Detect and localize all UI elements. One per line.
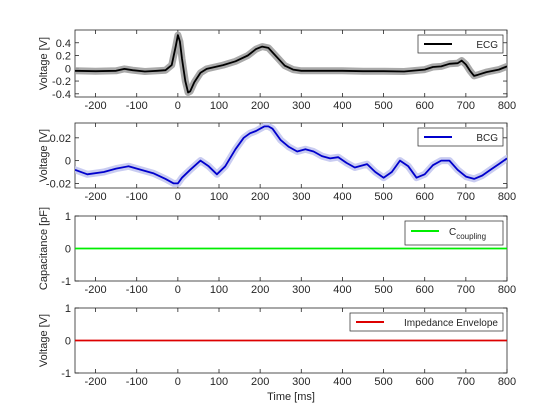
x-tick-label: -200 <box>85 376 107 388</box>
y-tick-label: 0 <box>65 156 71 168</box>
y-tick-label: 0 <box>65 63 71 75</box>
x-tick-label: -100 <box>126 191 148 203</box>
y-tick-label: -1 <box>61 276 71 288</box>
x-tick-label: -100 <box>126 284 148 296</box>
x-tick-label: 300 <box>292 284 310 296</box>
y-tick-label: -0.2 <box>52 76 71 88</box>
x-tick-label: 500 <box>374 284 392 296</box>
x-tick-label: 400 <box>333 191 351 203</box>
x-tick-label: 0 <box>175 100 181 112</box>
x-tick-label: -200 <box>85 100 107 112</box>
x-tick-label: 200 <box>251 100 269 112</box>
x-tick-label: 200 <box>251 376 269 388</box>
x-tick-label: 100 <box>210 376 228 388</box>
x-tick-label: 0 <box>175 191 181 203</box>
chart-panel-4: -200 -100 0 100 200 300 400 500 600 700 800 -1 0 1 Vol… <box>38 303 516 403</box>
x-tick-label: 600 <box>416 284 434 296</box>
y-axis-label: Voltage [V] <box>38 129 50 182</box>
y-axis-label: Capacitance [pF] <box>38 207 50 290</box>
legend-box <box>417 34 504 54</box>
y-axis-label: Voltage [V] <box>38 37 50 90</box>
x-tick-label: -100 <box>126 376 148 388</box>
chart-panel-3: -200 -100 0 100 200 300 400 500 600 700 800 -1 0 1 Cap… <box>38 207 516 296</box>
x-tick-label: 600 <box>416 191 434 203</box>
x-tick-label: 0 <box>175 284 181 296</box>
y-tick-label: 0.02 <box>50 133 71 145</box>
legend-label: BCG <box>476 133 498 144</box>
x-tick-label: 500 <box>374 191 392 203</box>
y-tick-label: 1 <box>65 303 71 315</box>
x-tick-label: 100 <box>210 284 228 296</box>
x-tick-label: -200 <box>85 191 107 203</box>
x-tick-label: 400 <box>333 284 351 296</box>
x-tick-label: 600 <box>416 100 434 112</box>
y-tick-label: -1 <box>61 368 71 380</box>
legend: ECG <box>417 34 504 54</box>
y-tick-label: -0.02 <box>46 178 71 190</box>
legend: BCG <box>417 127 504 147</box>
y-tick-label: 0.4 <box>56 38 71 50</box>
x-tick-label: 200 <box>251 191 269 203</box>
x-tick-label: 0 <box>175 376 181 388</box>
x-tick-label: 100 <box>210 100 228 112</box>
y-tick-label: 1 <box>65 211 71 223</box>
x-tick-label: 400 <box>333 376 351 388</box>
x-tick-label: -100 <box>126 100 148 112</box>
x-tick-label: 800 <box>498 191 516 203</box>
plot-area <box>75 123 507 187</box>
x-tick-label: 300 <box>292 100 310 112</box>
x-tick-label: 700 <box>457 191 475 203</box>
series-line-bcg <box>75 125 507 185</box>
series-line-ecg <box>75 34 507 94</box>
legend-label: ECG <box>476 40 498 51</box>
x-tick-label: 500 <box>374 100 392 112</box>
y-tick-label: 0 <box>65 336 71 348</box>
x-tick-label: 700 <box>457 100 475 112</box>
x-tick-label: 500 <box>374 376 392 388</box>
legend-box <box>404 220 504 246</box>
x-tick-label: 400 <box>333 100 351 112</box>
x-axis-label: Time [ms] <box>267 391 315 403</box>
y-tick-label: 0.2 <box>56 51 71 63</box>
x-tick-label: 300 <box>292 376 310 388</box>
x-tick-label: 100 <box>210 191 228 203</box>
legend-label: Impedance Envelope <box>404 318 498 329</box>
x-tick-label: 600 <box>416 376 434 388</box>
x-tick-label: 800 <box>498 284 516 296</box>
legend: Impedance Envelope <box>349 312 504 332</box>
x-tick-label: 700 <box>457 284 475 296</box>
legend-label: Ccoupling <box>449 227 486 241</box>
chart-panel-2: -200 -100 0 100 200 300 400 500 600 700 800 -0.02 0 0… <box>38 122 516 203</box>
x-tick-label: -200 <box>85 284 107 296</box>
x-tick-label: 700 <box>457 376 475 388</box>
chart-panel-1: -200 -100 0 100 200 300 400 500 600 700 800 -0.4-0.… <box>38 29 516 112</box>
x-tick-label: 300 <box>292 191 310 203</box>
legend-box <box>417 127 504 147</box>
y-axis-label: Voltage [V] <box>38 314 50 367</box>
legend-box <box>349 312 504 332</box>
y-tick-label: -0.4 <box>52 89 71 101</box>
plot-area <box>75 31 507 96</box>
x-tick-label: 800 <box>498 100 516 112</box>
y-tick-label: 0 <box>65 244 71 256</box>
legend: Ccoupling <box>404 220 504 246</box>
x-tick-label: 200 <box>251 284 269 296</box>
x-tick-label: 800 <box>498 376 516 388</box>
